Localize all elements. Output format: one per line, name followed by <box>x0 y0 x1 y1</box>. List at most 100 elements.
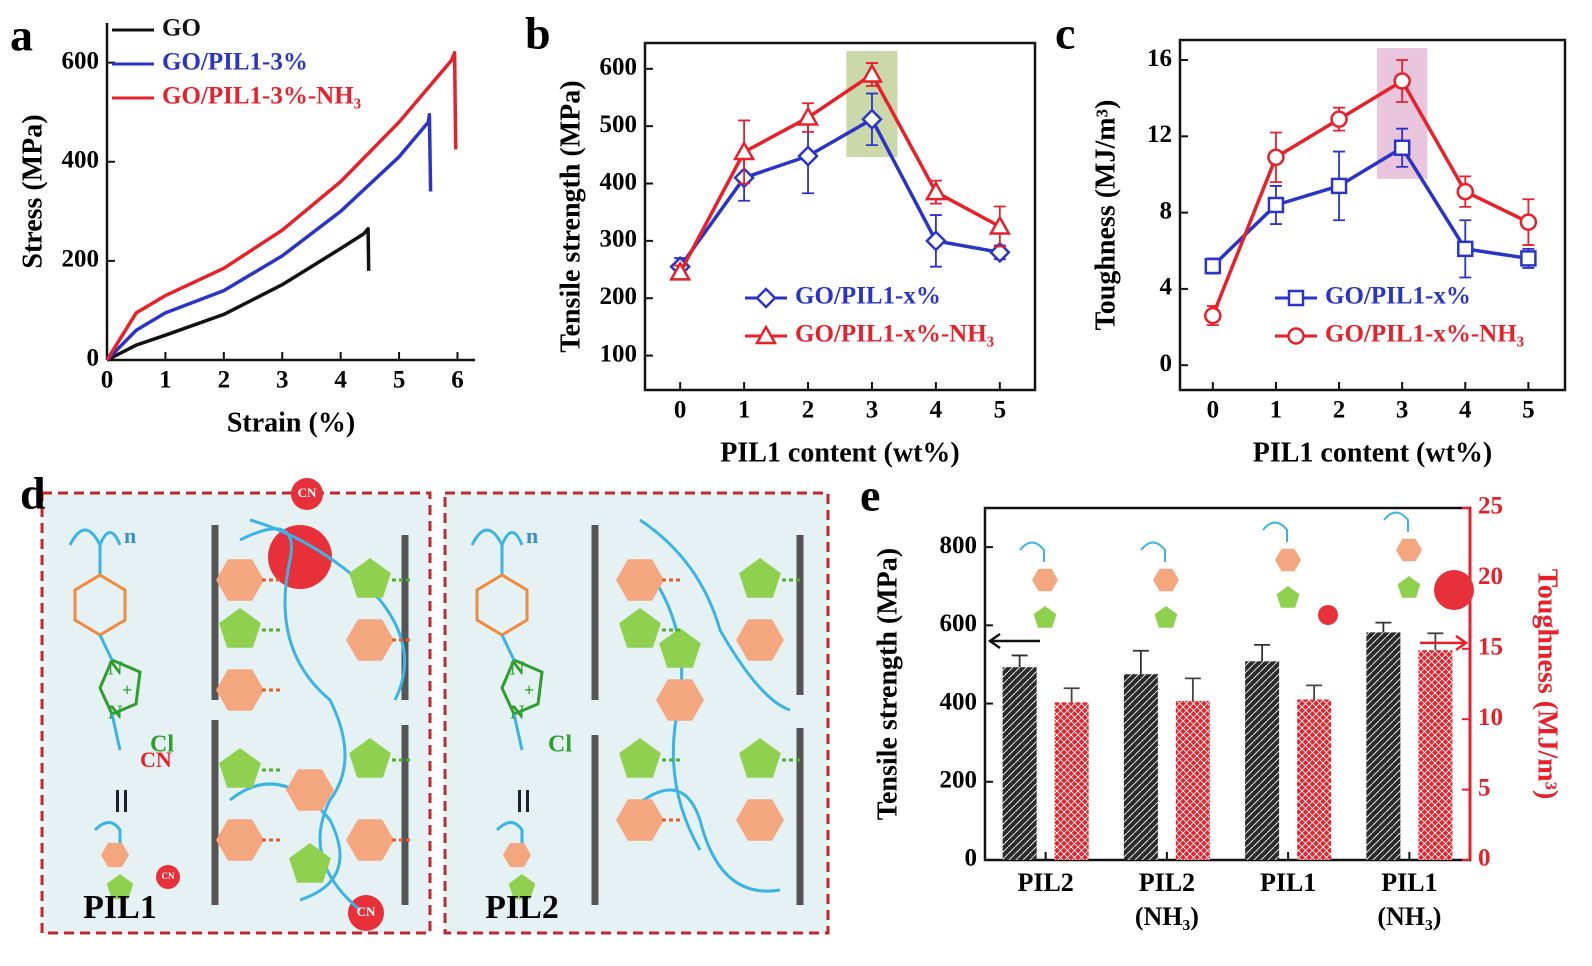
hexagon <box>101 842 129 868</box>
chain <box>249 518 407 701</box>
bar <box>1418 650 1453 860</box>
hexagon <box>736 619 784 661</box>
x-tick-label: 5 <box>393 367 406 394</box>
x-tick-label: 0 <box>101 367 114 394</box>
icon-bead <box>1434 570 1474 610</box>
y2-tick-label: 5 <box>1478 774 1491 801</box>
x-tick-label: 0 <box>1207 397 1220 424</box>
chart: a 0 200 400 600 0 1 2 3 4 5 6 Strain (%) Stress (MPa)… <box>10 10 475 438</box>
charge: + <box>122 680 132 700</box>
x-tick-label: 6 <box>451 367 464 394</box>
bead-label: CN <box>357 904 376 919</box>
icon-pentagon <box>1397 576 1421 598</box>
hexagon <box>616 559 664 601</box>
bar <box>1054 702 1089 860</box>
marker <box>796 106 820 126</box>
icon-bead <box>1318 605 1338 625</box>
icon-hexagon <box>1032 568 1058 592</box>
marker <box>1267 196 1285 214</box>
equals <box>116 790 119 812</box>
marker <box>861 108 883 131</box>
line <box>106 226 371 362</box>
chain <box>93 821 122 850</box>
icon-chain <box>1262 521 1288 542</box>
icon-hexagon <box>1396 538 1422 562</box>
hexagon <box>503 842 531 868</box>
y-tick-label: 16 <box>1147 45 1172 72</box>
legend-marker <box>1287 289 1305 307</box>
pentagon <box>659 628 701 668</box>
bond <box>98 634 114 661</box>
imidazolium <box>98 658 142 716</box>
marker <box>1393 139 1411 157</box>
bond <box>512 713 524 751</box>
y-tick-label: 200 <box>940 767 978 794</box>
x-tick-label: 1 <box>738 397 751 424</box>
x-tick-label: 4 <box>334 367 347 394</box>
axis-arrow <box>987 632 1040 650</box>
x-tick-label: PIL2 (NH₃) <box>1134 868 1199 931</box>
marker <box>925 230 947 252</box>
ring-atom: N <box>510 658 525 680</box>
x-tick-label: 2 <box>218 367 231 394</box>
error-bar <box>1375 621 1392 633</box>
marker <box>1330 110 1348 128</box>
marker <box>860 62 884 83</box>
icon-chain <box>1019 541 1045 562</box>
marker <box>1204 257 1222 275</box>
bar <box>1366 632 1401 860</box>
y2-tick-label: 0 <box>1478 845 1491 872</box>
plot-frame <box>643 41 1037 392</box>
marker <box>1456 182 1475 201</box>
marker <box>797 145 819 167</box>
x-tick-label: PIL1 <box>1259 868 1317 897</box>
marker <box>1520 250 1537 267</box>
y-tick-label: 500 <box>600 111 638 138</box>
pentagon <box>349 738 391 778</box>
marker <box>924 180 948 201</box>
legend-label: GO/PIL1-x% <box>795 283 941 310</box>
x-axis-title: PIL1 content (wt%) <box>720 437 960 468</box>
x-tick-label: 5 <box>994 397 1007 424</box>
icon-pentagon <box>1033 606 1057 628</box>
y2-tick-label: 15 <box>1478 634 1503 661</box>
legend-label: GO/PIL1-3% <box>162 49 308 76</box>
y-tick-label: 200 <box>600 283 638 310</box>
bar <box>1123 674 1158 860</box>
x-axis-title: Strain (%) <box>227 407 355 438</box>
pentagon <box>106 874 134 900</box>
error-bar <box>1011 654 1028 668</box>
chain <box>495 821 524 850</box>
panel-label: d <box>20 468 46 519</box>
bar <box>1175 700 1210 860</box>
hexagon <box>286 769 334 811</box>
x-axis-title: PIL1 content (wt%) <box>1253 437 1493 468</box>
chain <box>229 782 342 902</box>
pentagon <box>739 558 781 598</box>
x-tick-label: 5 <box>1522 397 1535 424</box>
pentagon <box>289 843 331 883</box>
legend-marker <box>755 287 777 309</box>
equals <box>526 790 529 812</box>
chain <box>618 788 781 893</box>
error-bar <box>1132 649 1149 675</box>
bead-label: CN <box>162 871 175 881</box>
y-axis-title: Tensile strength (MPa) <box>872 548 903 820</box>
marker <box>732 140 756 161</box>
icon-hexagon <box>1153 568 1179 592</box>
chart: e 0 200 400 600 800 0 5 10 15 20 25 Tensile strength… <box>860 470 1563 872</box>
line <box>1211 146 1529 268</box>
equals <box>124 790 127 812</box>
error-bar <box>1306 684 1323 700</box>
hexagon <box>616 799 664 841</box>
marker <box>1393 72 1411 90</box>
marker <box>989 241 1011 264</box>
y-tick-label: 600 <box>600 54 638 81</box>
icon-chain <box>1140 541 1166 562</box>
marker <box>1457 240 1474 258</box>
x-tick-label: 2 <box>802 397 815 424</box>
pentagon <box>619 738 661 778</box>
x-tick-label: PIL2 <box>1017 868 1074 897</box>
ring-atom: N <box>510 702 525 724</box>
bond <box>110 713 122 751</box>
